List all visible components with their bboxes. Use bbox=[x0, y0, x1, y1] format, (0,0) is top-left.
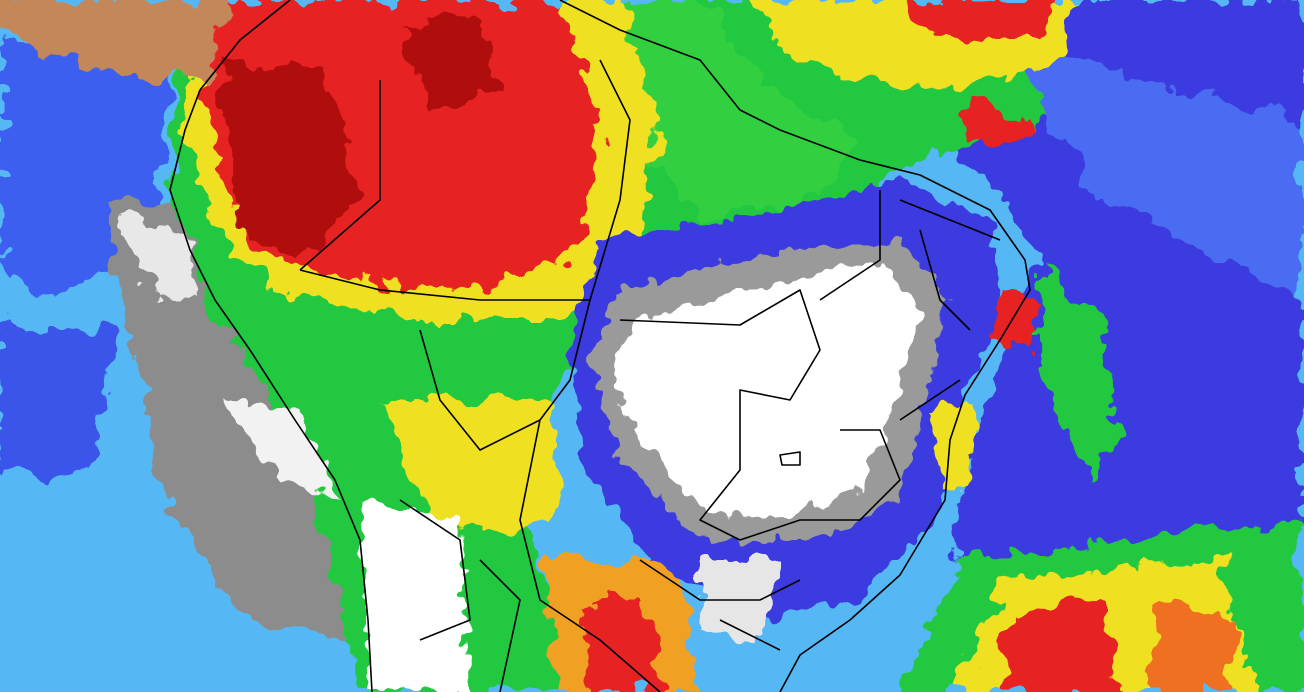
southeast-system bbox=[900, 260, 1304, 692]
border bbox=[299, 80, 381, 271]
yellow-field bbox=[930, 400, 975, 490]
border bbox=[779, 451, 801, 466]
white-field bbox=[360, 500, 470, 692]
andes-gray bbox=[100, 200, 350, 640]
brown-field bbox=[0, 0, 230, 80]
green-field bbox=[1040, 260, 1120, 480]
red-field bbox=[900, 0, 1060, 40]
dark-red-field bbox=[400, 20, 500, 110]
ocean-blue-patch bbox=[0, 320, 120, 480]
border bbox=[519, 299, 661, 692]
state-borders bbox=[619, 289, 901, 541]
ocean-blue-band bbox=[1000, 40, 1304, 300]
coastline-west bbox=[169, 0, 373, 692]
white-field bbox=[610, 260, 920, 520]
red-field bbox=[960, 100, 1030, 150]
red-field bbox=[1000, 600, 1120, 692]
white-field bbox=[220, 400, 340, 500]
dark-red-field bbox=[220, 60, 360, 260]
white-patch bbox=[120, 220, 200, 300]
red-field bbox=[580, 600, 660, 692]
state-borders bbox=[819, 190, 1001, 421]
yellow-field bbox=[380, 400, 560, 540]
borders bbox=[169, 0, 1031, 692]
orange-field bbox=[1150, 600, 1240, 692]
coastline-east bbox=[559, 0, 1031, 692]
state-borders bbox=[639, 559, 801, 651]
dry-interior bbox=[220, 180, 1040, 692]
border bbox=[399, 499, 521, 692]
border bbox=[419, 329, 541, 451]
